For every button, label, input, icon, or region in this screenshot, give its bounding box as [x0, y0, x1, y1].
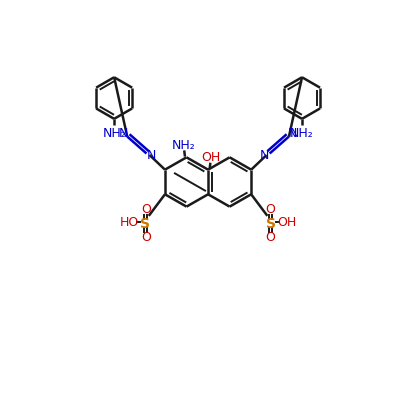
Text: O: O [266, 203, 275, 216]
Text: NH₂: NH₂ [102, 127, 126, 140]
Text: N: N [147, 149, 156, 162]
Text: S: S [266, 216, 276, 230]
Text: O: O [141, 203, 151, 216]
Text: NH₂: NH₂ [172, 138, 195, 152]
Text: O: O [141, 231, 151, 244]
Text: O: O [266, 231, 275, 244]
Text: OH: OH [202, 151, 221, 164]
Text: S: S [140, 216, 150, 230]
Text: N: N [288, 127, 298, 140]
Text: OH: OH [277, 216, 296, 228]
Text: N: N [260, 149, 269, 162]
Text: HO: HO [120, 216, 139, 228]
Text: N: N [119, 127, 128, 140]
Text: NH₂: NH₂ [290, 127, 314, 140]
